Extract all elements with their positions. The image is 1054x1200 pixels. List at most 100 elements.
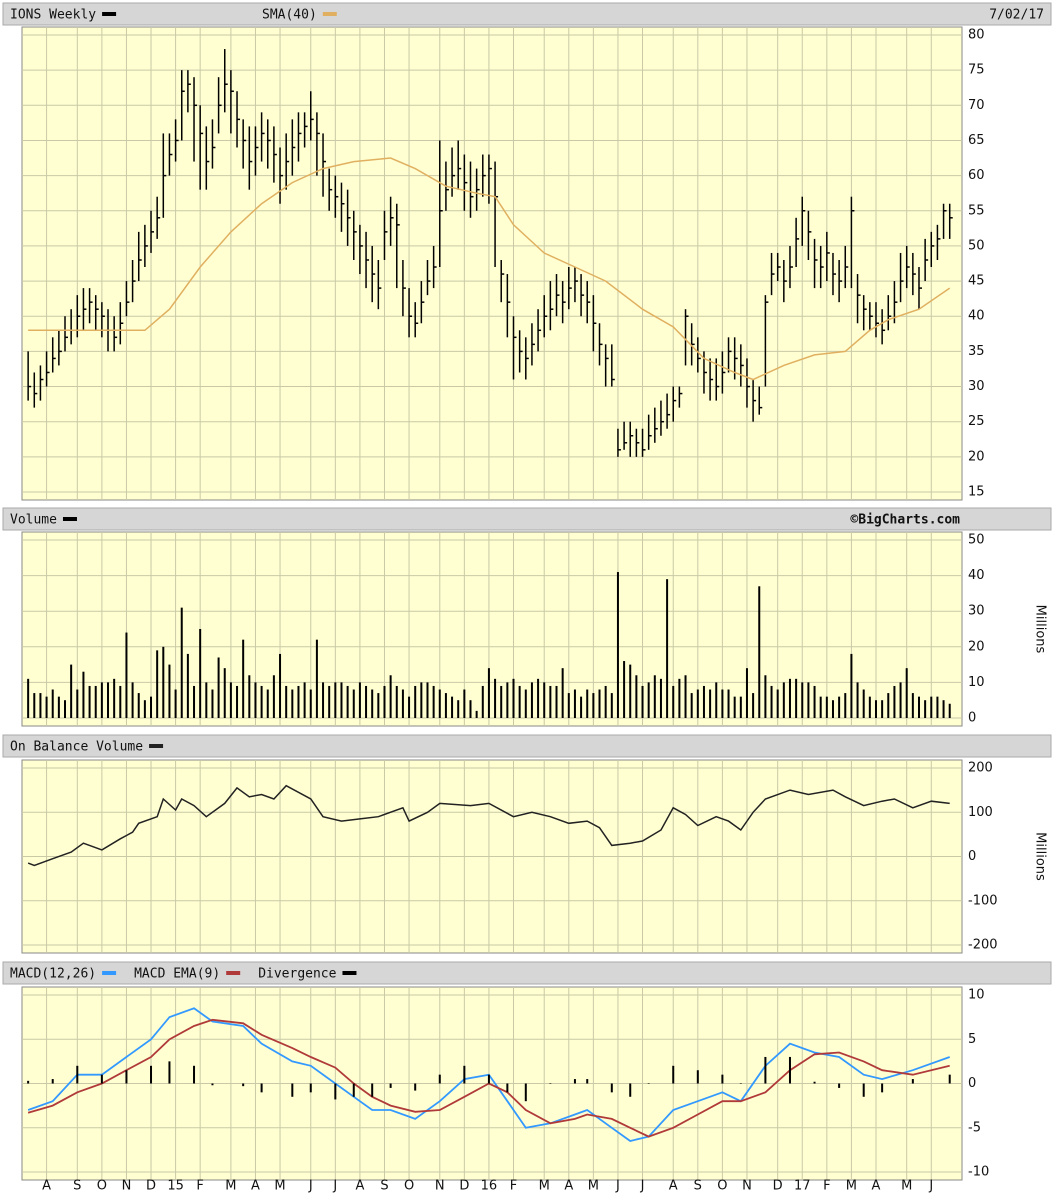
volume-bar [807, 682, 810, 718]
volume-bar [193, 685, 196, 718]
volume-bar [813, 685, 816, 718]
x-tick-label: J [308, 1179, 313, 1194]
y-tick-label: 65 [968, 133, 985, 148]
legend-swatch [342, 971, 357, 975]
divergence-bar [27, 1080, 30, 1084]
divergence-bar [739, 1083, 742, 1084]
y-tick-label: 30 [968, 379, 985, 394]
x-tick-label: M [539, 1179, 550, 1194]
x-tick-label: J [332, 1179, 337, 1194]
y-tick-label: 70 [968, 98, 985, 113]
divergence-bar [260, 1083, 263, 1093]
divergence-bar [242, 1083, 245, 1087]
volume-bar [113, 678, 116, 718]
x-tick-label: J [640, 1179, 645, 1194]
volume-bar [279, 653, 282, 718]
volume-bar [414, 685, 417, 718]
x-tick-label: O [404, 1179, 414, 1194]
volume-bar [623, 661, 626, 718]
volume-bar [659, 678, 662, 718]
volume-bar [383, 685, 386, 718]
volume-bar [432, 685, 435, 718]
volume-bar [162, 646, 165, 718]
volume-bar [309, 689, 312, 718]
volume-bar [641, 685, 644, 718]
legend-swatch [102, 12, 117, 16]
x-tick-label: N [742, 1179, 752, 1194]
y-tick-label: 25 [968, 414, 985, 429]
volume-bar [199, 629, 202, 718]
volume-bar [764, 675, 767, 718]
volume-bar [727, 689, 730, 718]
legend-swatch [62, 517, 77, 521]
volume-bar [672, 685, 675, 718]
divergence-bar [309, 1083, 312, 1093]
y-tick-label: 15 [968, 485, 985, 500]
x-tick-label: S [73, 1179, 81, 1194]
divergence-bar [371, 1083, 374, 1097]
volume-bar [352, 689, 355, 718]
y-tick-label: 10 [968, 988, 985, 1003]
volume-bar [561, 668, 564, 718]
x-tick-label: F [196, 1179, 203, 1194]
volume-bar [690, 693, 693, 718]
volume-bar [389, 675, 392, 718]
volume-bar [930, 696, 933, 718]
volume-bar [137, 693, 140, 718]
volume-bar [377, 693, 380, 718]
x-tick-label: D [459, 1179, 469, 1194]
divergence-bar [549, 1083, 552, 1084]
x-tick-label: A [251, 1179, 260, 1194]
y-tick-label: 40 [968, 568, 985, 583]
volume-bar [678, 678, 681, 718]
volume-bar [254, 682, 257, 718]
volume-bar [580, 696, 583, 718]
volume-bar [70, 664, 73, 718]
x-tick-label: D [773, 1179, 783, 1194]
volume-bar [831, 700, 834, 718]
x-tick-label: F [510, 1179, 517, 1194]
divergence-bar [764, 1056, 767, 1084]
volume-bar [610, 693, 613, 718]
divergence-bar [414, 1083, 417, 1091]
y-tick-label: 0 [968, 849, 976, 864]
volume-bar [752, 693, 755, 718]
volume-bar [758, 586, 761, 718]
volume-bar [371, 689, 374, 718]
volume-bar [27, 678, 30, 718]
x-tick-label: 17 [794, 1179, 811, 1194]
volume-bar [438, 689, 441, 718]
volume-bar [899, 682, 902, 718]
divergence-bar [647, 1083, 650, 1084]
volume-bar [696, 689, 699, 718]
volume-bar [936, 696, 939, 718]
volume-bar [874, 700, 877, 718]
divergence-bar [211, 1083, 214, 1086]
x-tick-label: 15 [167, 1179, 184, 1194]
volume-bar [917, 696, 920, 718]
x-tick-label: S [380, 1179, 388, 1194]
volume-bar [469, 700, 472, 718]
volume-bar [856, 682, 859, 718]
volume-bar [82, 671, 85, 718]
volume-bar [248, 675, 251, 718]
volume-bar [684, 675, 687, 718]
divergence-bar [629, 1083, 632, 1097]
volume-bar [530, 682, 533, 718]
volume-bar [666, 579, 669, 718]
x-tick-label: A [669, 1179, 678, 1194]
sma-line [28, 157, 951, 381]
divergence-bar [334, 1083, 337, 1100]
legend-label: On Balance Volume [10, 740, 143, 755]
volume-bar [272, 675, 275, 718]
volume-bar [463, 689, 466, 718]
volume-bar [358, 682, 361, 718]
divergence-bar [672, 1065, 675, 1084]
series-line [27, 784, 950, 867]
volume-bar [211, 689, 214, 718]
y-tick-label: 45 [968, 274, 985, 289]
volume-bar [942, 700, 945, 718]
divergence-bar [862, 1083, 865, 1097]
volume-bar [39, 693, 42, 718]
y-tick-label: 20 [968, 639, 985, 654]
